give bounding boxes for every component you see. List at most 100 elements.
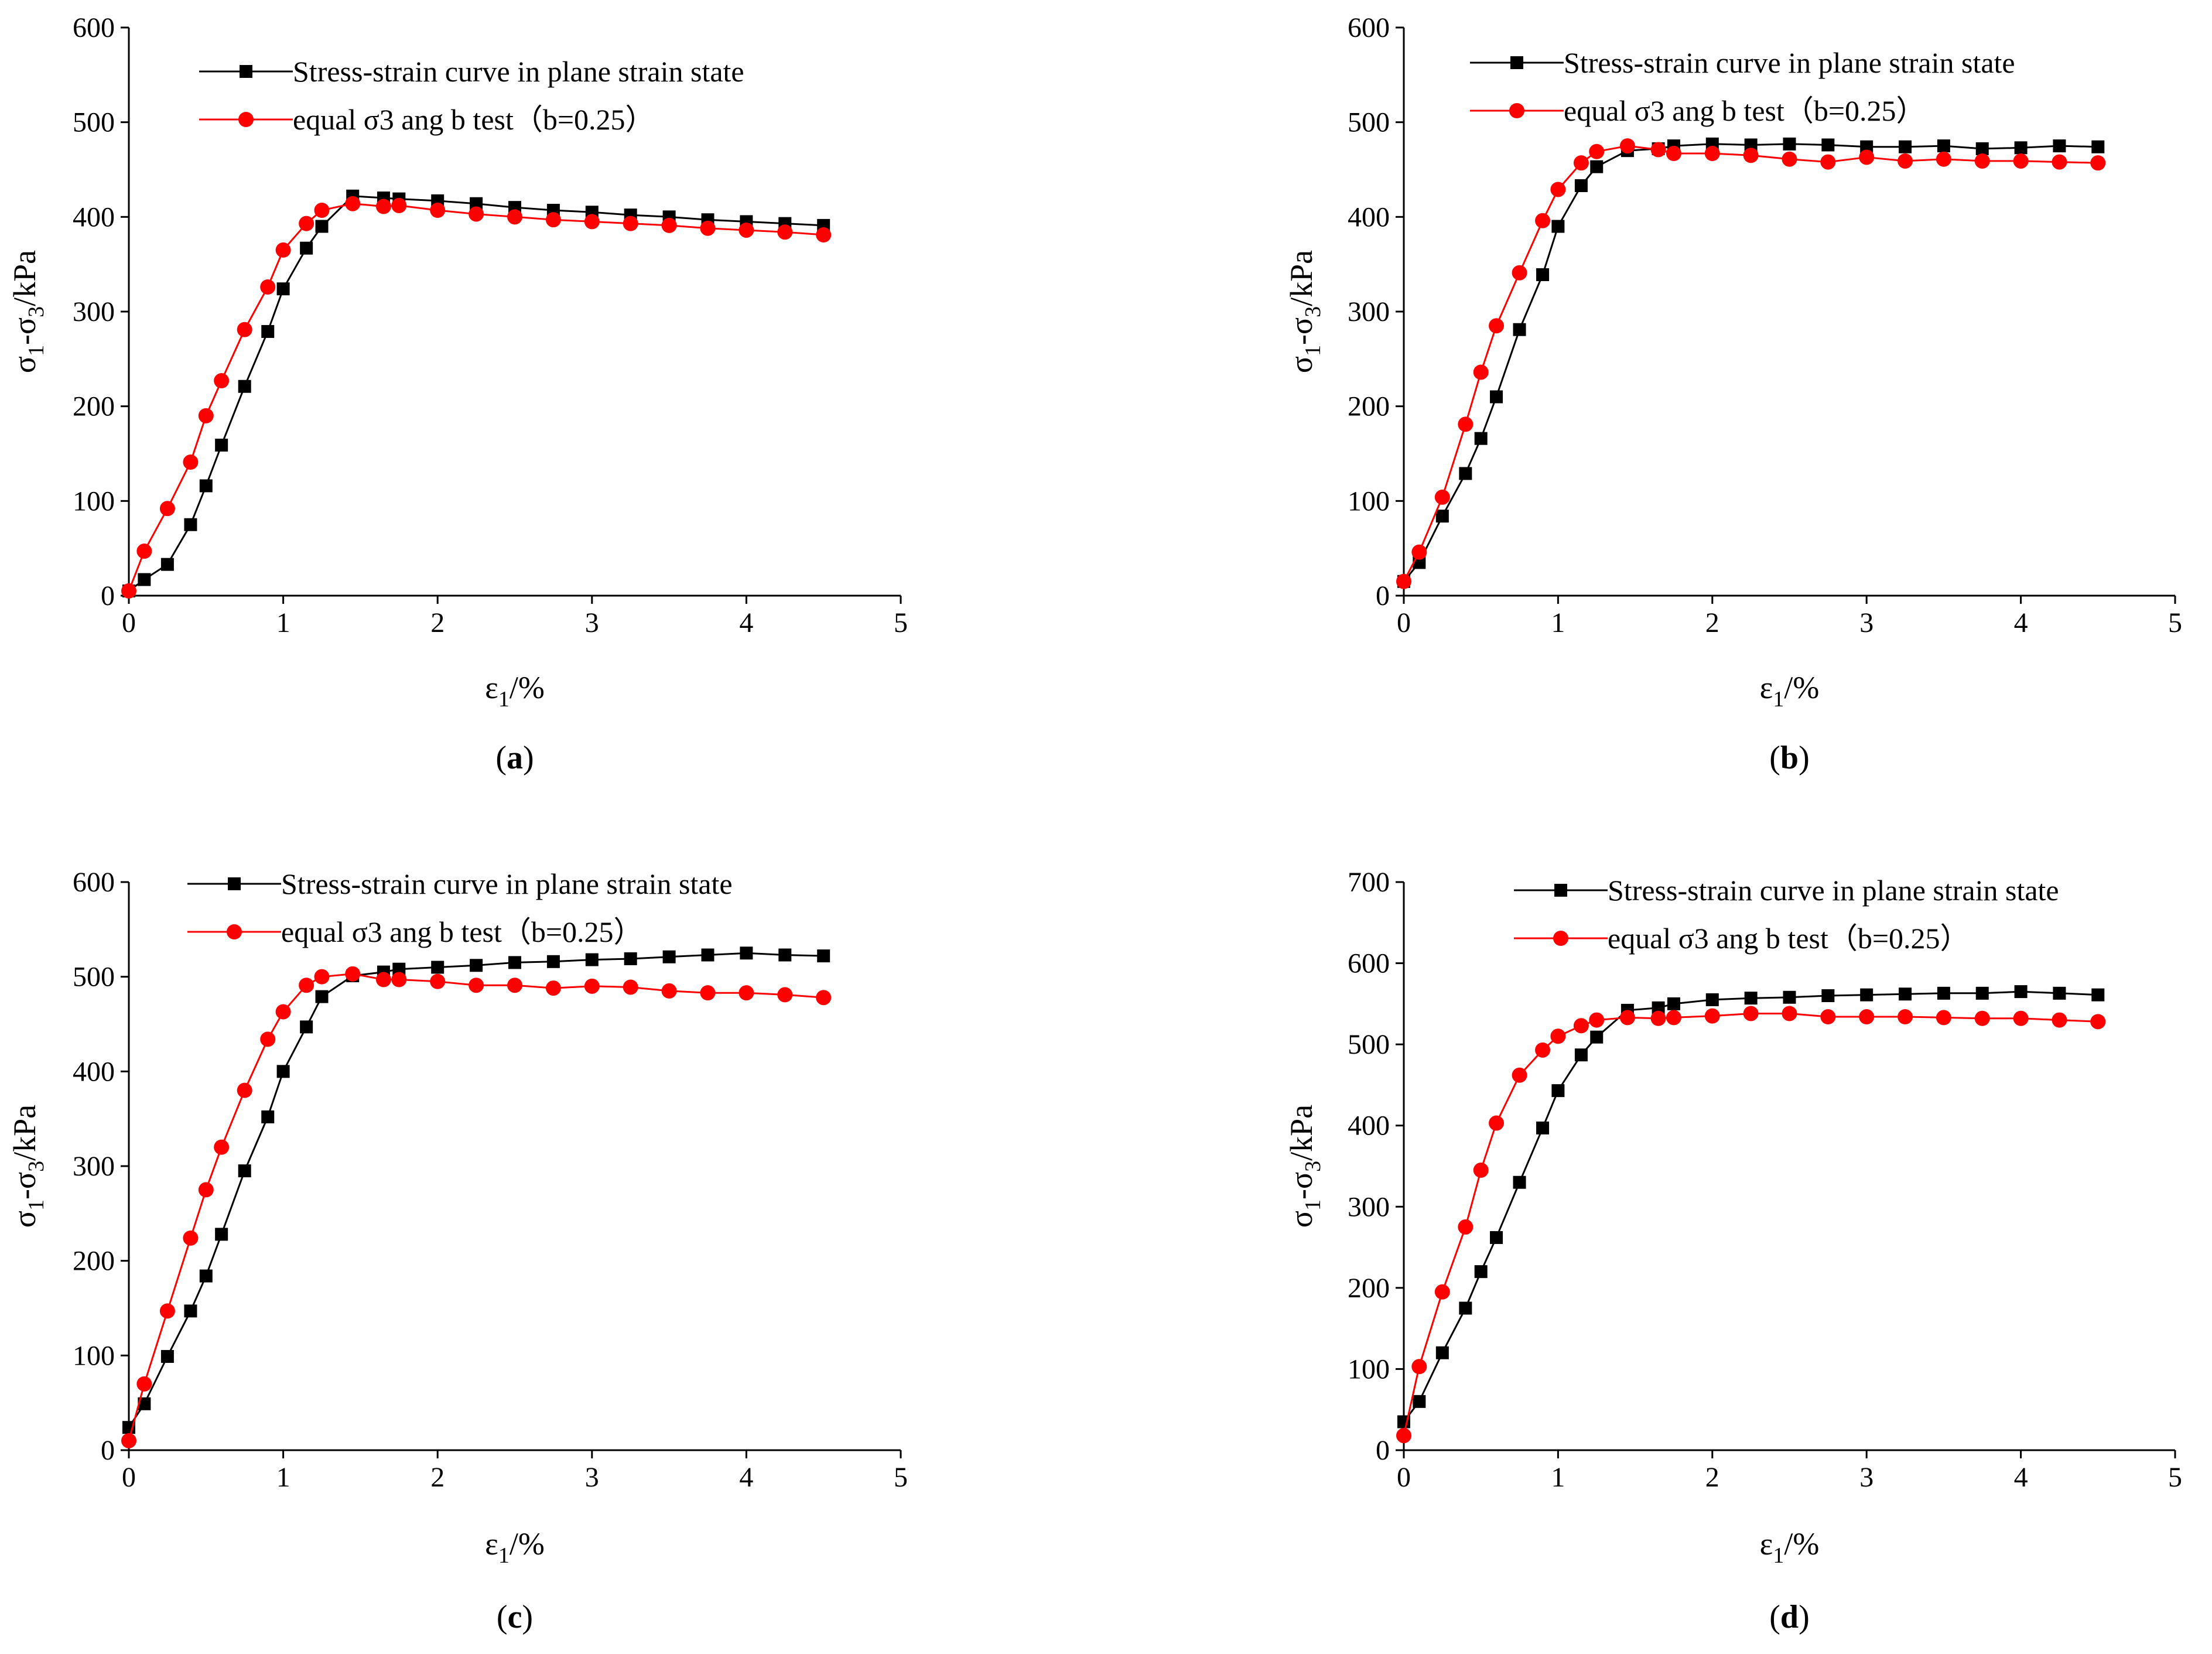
chart-panel-c: 0 100 200 300 400 500 600 0 1 2 3 4 5 ε1/% σ1-σ3/kPa St… <box>7 867 908 1635</box>
x-tick-label: 4 <box>739 607 753 638</box>
data-point-square <box>662 950 676 963</box>
data-point-square <box>2091 140 2105 153</box>
data-point-square <box>1536 1121 1550 1134</box>
x-tick-label: 1 <box>1551 607 1565 638</box>
series-equal-sigma3 <box>121 966 832 1448</box>
data-point-circle <box>136 544 152 559</box>
data-point-circle <box>1650 142 1666 158</box>
data-point-circle <box>121 1433 136 1448</box>
y-tick-label: 100 <box>1348 486 1390 517</box>
data-point-circle <box>2090 1014 2106 1030</box>
data-point-circle <box>275 1004 291 1020</box>
data-point-circle <box>345 966 361 982</box>
y-tick-label: 500 <box>73 107 115 138</box>
y-axis-label: σ1-σ3/kPa <box>7 250 49 373</box>
data-point-square <box>300 1020 313 1034</box>
data-point-circle <box>1573 1018 1589 1034</box>
y-tick-label: 200 <box>73 391 115 422</box>
x-tick-label: 0 <box>1397 1462 1411 1493</box>
data-point-circle <box>469 978 484 993</box>
data-point-circle <box>623 216 638 231</box>
data-point-circle <box>777 987 793 1003</box>
data-point-square <box>138 1397 151 1410</box>
data-point-square <box>1513 1175 1526 1189</box>
x-tick-label: 4 <box>2014 607 2028 638</box>
data-point-square <box>2014 141 2028 155</box>
data-point-circle <box>375 199 391 214</box>
data-point-circle <box>1820 154 1836 170</box>
y-tick-label: 300 <box>1348 296 1390 327</box>
data-point-square <box>2053 986 2066 1000</box>
data-point-square <box>1652 1001 1665 1014</box>
data-point-square <box>470 197 483 210</box>
data-point-square <box>1551 220 1565 233</box>
data-point-circle <box>584 978 600 994</box>
data-point-square <box>1899 987 1912 1001</box>
data-point-circle <box>816 227 832 243</box>
data-point-square <box>2014 985 2028 999</box>
data-point-circle <box>1650 1010 1666 1026</box>
legend-marker-square <box>228 877 241 890</box>
data-point-circle <box>1782 1006 1797 1021</box>
data-point-square <box>585 953 599 966</box>
y-tick-label: 0 <box>1376 1435 1390 1466</box>
data-point-circle <box>1666 146 1681 162</box>
data-point-circle <box>314 969 330 985</box>
data-point-circle <box>1550 1028 1566 1044</box>
data-point-circle <box>237 322 252 337</box>
data-point-square <box>238 380 251 393</box>
panel-label: (b) <box>1769 740 1809 776</box>
data-point-circle <box>1550 182 1566 197</box>
x-tick-label: 5 <box>2168 1462 2182 1493</box>
data-point-circle <box>183 454 199 470</box>
data-point-square <box>160 1349 174 1363</box>
data-point-circle <box>1411 1359 1427 1375</box>
y-tick-label: 300 <box>1348 1191 1390 1222</box>
data-point-circle <box>545 212 561 228</box>
data-point-square <box>160 558 174 571</box>
panel-label: (c) <box>497 1599 533 1635</box>
legend-label: equal σ3 ang b test（b=0.25） <box>1564 94 1926 127</box>
legend-label: Stress-strain curve in plane strain stat… <box>293 55 744 88</box>
data-point-circle <box>1859 1009 1875 1025</box>
data-point-square <box>431 961 445 974</box>
data-point-square <box>1551 1084 1565 1098</box>
data-point-circle <box>183 1230 199 1246</box>
data-point-circle <box>198 1182 214 1198</box>
data-point-circle <box>623 979 638 995</box>
x-axis-label: ε1/% <box>1760 1526 1820 1568</box>
data-point-square <box>1937 986 1950 1000</box>
data-point-circle <box>1589 1012 1605 1028</box>
data-point-square <box>1435 510 1449 523</box>
data-point-square <box>740 946 753 960</box>
data-point-circle <box>816 990 832 1006</box>
y-tick-label: 100 <box>73 1340 115 1371</box>
y-tick-label: 100 <box>73 486 115 517</box>
data-point-square <box>1783 990 1796 1004</box>
y-axis-label: σ1-σ3/kPa <box>1284 250 1325 373</box>
series-plane-strain <box>122 189 830 597</box>
data-point-square <box>261 1110 275 1123</box>
data-point-circle <box>345 196 361 211</box>
legend-marker-circle <box>238 112 254 127</box>
data-point-circle <box>1743 1006 1759 1021</box>
data-point-circle <box>1396 1428 1411 1444</box>
y-tick-label: 300 <box>73 1151 115 1182</box>
data-point-circle <box>1512 1067 1527 1083</box>
data-point-circle <box>739 985 754 1001</box>
y-tick-label: 0 <box>101 1435 115 1466</box>
data-point-square <box>546 955 560 968</box>
data-point-circle <box>260 1031 276 1047</box>
x-tick-label: 1 <box>276 1462 290 1493</box>
data-point-circle <box>391 972 407 987</box>
legend-label: equal σ3 ang b test（b=0.25） <box>293 103 655 136</box>
data-point-circle <box>1898 153 1913 169</box>
data-point-circle <box>1535 213 1551 228</box>
legend-marker-square <box>240 65 252 78</box>
data-point-circle <box>584 214 600 230</box>
data-point-square <box>2053 139 2066 153</box>
x-tick-label: 2 <box>1705 607 1719 638</box>
data-point-square <box>1821 989 1835 1002</box>
data-point-circle <box>198 408 214 423</box>
data-point-square <box>1590 1030 1604 1044</box>
